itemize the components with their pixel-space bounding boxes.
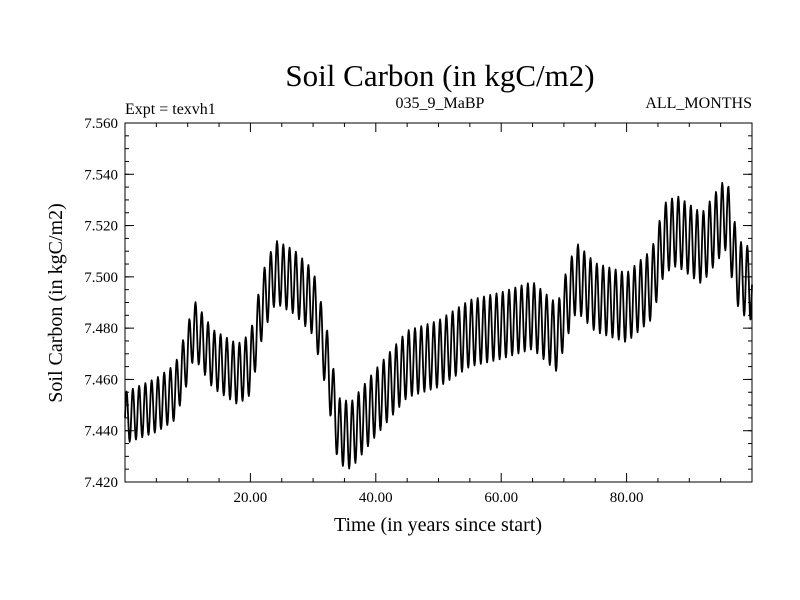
x-tick-label: 60.00 <box>484 490 518 506</box>
y-tick-label: 7.460 <box>84 372 118 388</box>
period-label: 035_9_MaBP <box>396 95 485 112</box>
y-tick-label: 7.520 <box>84 219 118 235</box>
y-axis-label: Soil Carbon (in kgC/m2) <box>45 203 67 402</box>
months-label: ALL_MONTHS <box>645 95 752 112</box>
y-tick-label: 7.480 <box>84 321 118 337</box>
y-axis-ticks: 7.420 7.440 7.460 7.480 7.500 7.520 7.540 7.560 <box>84 116 752 491</box>
x-tick-label: 40.00 <box>359 490 393 506</box>
plot-area-frame <box>124 122 753 483</box>
y-tick-label: 7.500 <box>84 270 118 286</box>
experiment-label: Expt = texvh1 <box>125 101 216 118</box>
x-axis-label: Time (in years since start) <box>334 514 542 536</box>
y-tick-label: 7.540 <box>84 167 118 183</box>
x-tick-label: 80.00 <box>610 490 644 506</box>
chart-title: Soil Carbon (in kgC/m2) <box>285 58 594 93</box>
series-line-soil-carbon <box>124 182 753 470</box>
y-tick-label: 7.420 <box>84 475 118 491</box>
x-tick-label: 20.00 <box>234 490 268 506</box>
y-tick-label: 7.440 <box>84 424 118 440</box>
x-axis-ticks: 20.00 40.00 60.00 80.00 <box>155 123 722 506</box>
y-tick-label: 7.560 <box>84 116 118 132</box>
